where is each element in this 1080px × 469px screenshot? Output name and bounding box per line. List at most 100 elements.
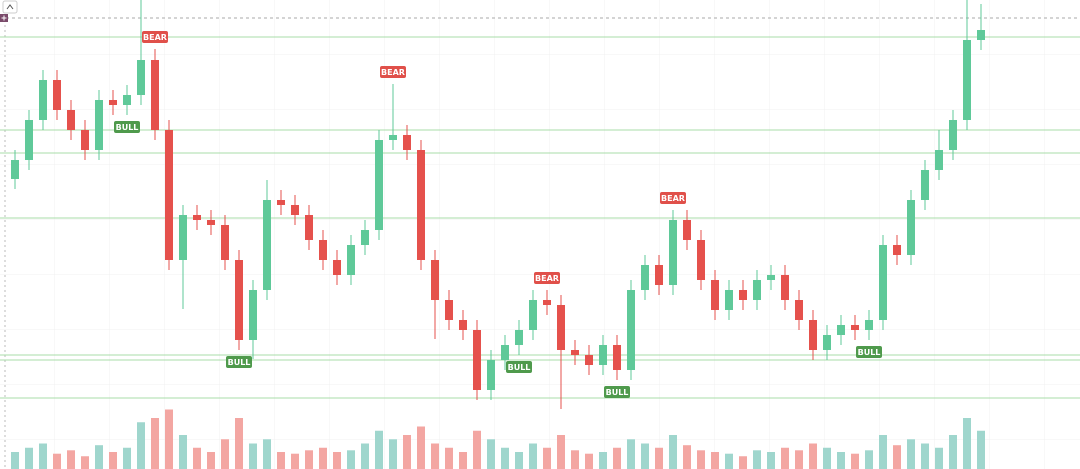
- collapse-button[interactable]: [2, 0, 18, 14]
- volume-bar: [39, 443, 47, 469]
- volume-bar: [375, 430, 383, 469]
- volume-bar: [641, 443, 649, 469]
- candle-body: [725, 290, 733, 310]
- volume-bar: [571, 450, 579, 469]
- volume-bar: [263, 439, 271, 469]
- candle-body: [375, 140, 383, 230]
- signal-label: BULL: [228, 358, 251, 367]
- candle-body: [81, 130, 89, 150]
- candle-body: [361, 230, 369, 245]
- candle-body: [333, 260, 341, 275]
- candle-body: [263, 200, 271, 290]
- volume-bar: [697, 450, 705, 469]
- volume-bar: [151, 418, 159, 469]
- candle-body: [599, 345, 607, 365]
- volume-bar: [235, 418, 243, 469]
- volume-bar: [613, 447, 621, 469]
- volume-bar: [431, 443, 439, 469]
- volume-bar: [851, 453, 859, 469]
- candle-body: [291, 205, 299, 215]
- candle-body: [151, 60, 159, 130]
- volume-bar: [277, 452, 285, 469]
- volume-bar: [739, 456, 747, 469]
- volume-bar: [669, 435, 677, 469]
- candle-body: [67, 110, 75, 130]
- candle-body: [179, 215, 187, 260]
- candle-body: [207, 220, 215, 225]
- volume-bar: [809, 443, 817, 469]
- volume-bar: [893, 445, 901, 469]
- candle-body: [165, 130, 173, 260]
- plus-icon: [1, 15, 7, 21]
- candle-body: [95, 100, 103, 150]
- candle-body: [389, 135, 397, 140]
- volume-bar: [501, 447, 509, 469]
- signal-label: BULL: [606, 388, 629, 397]
- volume-bar: [543, 447, 551, 469]
- signal-badge: [660, 192, 686, 204]
- candle-body: [781, 275, 789, 300]
- volume-bar: [487, 439, 495, 469]
- signals: BULL BEAR BULL BEAR BULL BEAR BULL BEAR BULL: [114, 31, 882, 398]
- candle-body: [935, 150, 943, 170]
- volume-bar: [627, 439, 635, 469]
- candle-body: [977, 30, 985, 40]
- volume-bar: [417, 426, 425, 469]
- candle-body: [529, 300, 537, 330]
- candle-body: [921, 170, 929, 200]
- volume-bar: [207, 452, 215, 469]
- volume-bar: [221, 439, 229, 469]
- volume-bar: [165, 409, 173, 469]
- volume-bar: [389, 439, 397, 469]
- candle-body: [809, 320, 817, 350]
- signal-label: BEAR: [381, 68, 405, 77]
- volume-bar: [95, 445, 103, 469]
- volume-bar: [347, 450, 355, 469]
- candle-body: [613, 345, 621, 370]
- candle-body: [305, 215, 313, 240]
- volume-bar: [53, 453, 61, 469]
- volume-bar: [193, 447, 201, 469]
- volume-bar: [921, 443, 929, 469]
- candle-body: [221, 225, 229, 260]
- candle-body: [403, 135, 411, 150]
- candle-body: [711, 280, 719, 310]
- candle-body: [795, 300, 803, 320]
- volume-bar: [361, 443, 369, 469]
- volume-bar: [403, 435, 411, 469]
- volume-bar: [333, 452, 341, 469]
- candle-body: [851, 325, 859, 330]
- volume-bar: [879, 435, 887, 469]
- candle-body: [347, 245, 355, 275]
- candle-body: [571, 350, 579, 355]
- candle-body: [417, 150, 425, 260]
- volume-bar: [291, 453, 299, 469]
- candle-body: [235, 260, 243, 340]
- candle-body: [949, 120, 957, 150]
- volume-bar: [445, 447, 453, 469]
- volume-bar: [949, 435, 957, 469]
- candle-body: [697, 240, 705, 280]
- volume-bar: [683, 445, 691, 469]
- candle-body: [431, 260, 439, 300]
- candle-body: [193, 215, 201, 220]
- volumes: [11, 409, 985, 469]
- signal-badge: [380, 66, 406, 78]
- volume-bar: [109, 452, 117, 469]
- volume-bar: [319, 447, 327, 469]
- candle-body: [515, 330, 523, 345]
- candle-body: [641, 265, 649, 290]
- volume-bar: [179, 435, 187, 469]
- candle-body: [879, 245, 887, 320]
- volume-bar: [11, 452, 19, 469]
- volume-bar: [655, 447, 663, 469]
- volume-bar: [725, 453, 733, 469]
- volume-bar: [823, 447, 831, 469]
- volume-bar: [837, 452, 845, 469]
- candle-body: [11, 160, 19, 179]
- candle-body: [627, 290, 635, 370]
- candle-body: [865, 320, 873, 330]
- candle-body: [739, 290, 747, 300]
- candle-body: [753, 280, 761, 300]
- candle-body: [319, 240, 327, 260]
